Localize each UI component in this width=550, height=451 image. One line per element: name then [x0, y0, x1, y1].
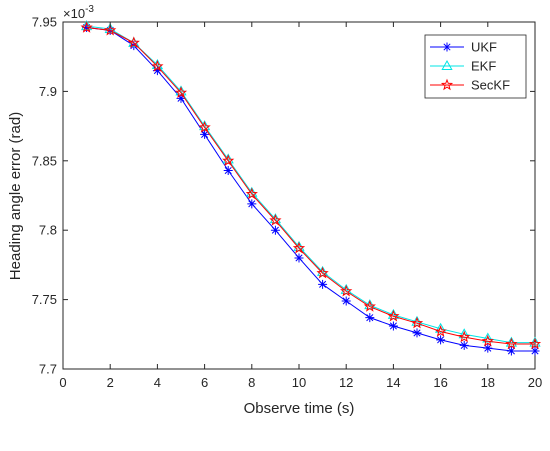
- data-point-seckf: [528, 337, 542, 350]
- series-seckf: [80, 21, 542, 350]
- legend-label-ukf: UKF: [471, 40, 497, 55]
- legend-item-seckf: SecKF: [430, 78, 510, 93]
- data-point-seckf: [410, 316, 424, 329]
- y-tick-label: 7.85: [32, 153, 57, 168]
- data-point-seckf: [198, 121, 211, 133]
- data-point-seckf: [292, 241, 306, 254]
- data-point-seckf: [222, 154, 235, 167]
- data-point-ukf: [318, 279, 328, 289]
- data-point-seckf: [269, 214, 282, 226]
- x-tick-label: 16: [433, 375, 447, 390]
- y-axis-label: Heading angle error (rad): [7, 112, 24, 280]
- series-line-ekf: [86, 25, 535, 344]
- series-ukf: [82, 23, 540, 356]
- x-tick-label: 6: [201, 375, 208, 390]
- x-tick-label: 14: [386, 375, 400, 390]
- data-point-seckf: [505, 337, 518, 350]
- data-point-ukf: [365, 313, 375, 323]
- data-point-seckf: [316, 266, 329, 279]
- y-axis-ticks: 7.7 7.75 7.8 7.85 7.9 7.95: [32, 15, 535, 377]
- y-tick-label: 7.9: [39, 84, 57, 99]
- data-point-ukf: [152, 66, 162, 76]
- data-point-seckf: [340, 284, 353, 297]
- data-point-ekf: [482, 332, 494, 343]
- data-point-seckf: [80, 21, 93, 33]
- data-point-ekf: [434, 322, 447, 333]
- data-point-seckf: [363, 300, 376, 312]
- x-tick-label: 2: [107, 375, 114, 390]
- data-point-ukf: [200, 129, 210, 139]
- legend-label-ekf: EKF: [471, 59, 496, 74]
- data-point-ukf: [247, 199, 257, 209]
- x-tick-label: 10: [292, 375, 306, 390]
- series-line-ukf: [86, 27, 535, 352]
- data-point-ukf: [459, 340, 469, 350]
- data-point-ukf: [483, 343, 493, 353]
- data-point-seckf: [174, 86, 188, 98]
- data-point-seckf: [458, 330, 471, 343]
- data-point-seckf: [245, 187, 258, 200]
- data-point-seckf: [104, 23, 117, 36]
- data-point-ukf: [294, 253, 304, 263]
- data-point-ukf: [176, 93, 186, 103]
- data-point-seckf: [151, 59, 164, 72]
- x-tick-label: 4: [154, 375, 161, 390]
- legend: UKF EKF SecKF: [424, 34, 527, 99]
- data-point-seckf: [481, 334, 494, 347]
- data-point-ukf: [129, 41, 139, 51]
- x-tick-label: 18: [481, 375, 495, 390]
- series-layer: [80, 20, 542, 356]
- x-tick-label: 20: [528, 375, 542, 390]
- x-tick-label: 0: [59, 375, 66, 390]
- data-point-ukf: [412, 328, 422, 338]
- y-tick-label: 7.95: [32, 15, 57, 30]
- legend-marker-ukf: [442, 42, 452, 52]
- x-axis-ticks: 0 2 4 6 8 10 12 14 16 18 20: [59, 22, 542, 390]
- legend-box: [424, 34, 527, 99]
- x-axis-label: Observe time (s): [244, 400, 355, 417]
- legend-marker-seckf: [440, 78, 454, 91]
- x-tick-label: 8: [248, 375, 255, 390]
- data-point-seckf: [387, 309, 400, 322]
- legend-item-ekf: EKF: [430, 59, 496, 74]
- x-tick-label: 12: [339, 375, 353, 390]
- data-point-seckf: [127, 36, 140, 49]
- data-point-ukf: [530, 346, 540, 356]
- data-point-ukf: [388, 321, 398, 331]
- legend-label-seckf: SecKF: [471, 78, 510, 93]
- data-point-ukf: [506, 346, 516, 356]
- data-point-ukf: [436, 335, 446, 345]
- y-axis-exponent: ×10-3: [63, 4, 94, 21]
- data-point-ekf: [458, 328, 470, 339]
- y-tick-label: 7.7: [39, 362, 57, 377]
- y-tick-label: 7.75: [32, 292, 57, 307]
- legend-marker-ekf: [441, 59, 453, 70]
- y-tick-label: 7.8: [39, 223, 57, 238]
- data-point-ukf: [223, 166, 233, 176]
- data-point-seckf: [434, 325, 447, 337]
- legend-item-ukf: UKF: [430, 40, 497, 55]
- data-point-ukf: [341, 296, 351, 306]
- data-point-ukf: [270, 225, 280, 235]
